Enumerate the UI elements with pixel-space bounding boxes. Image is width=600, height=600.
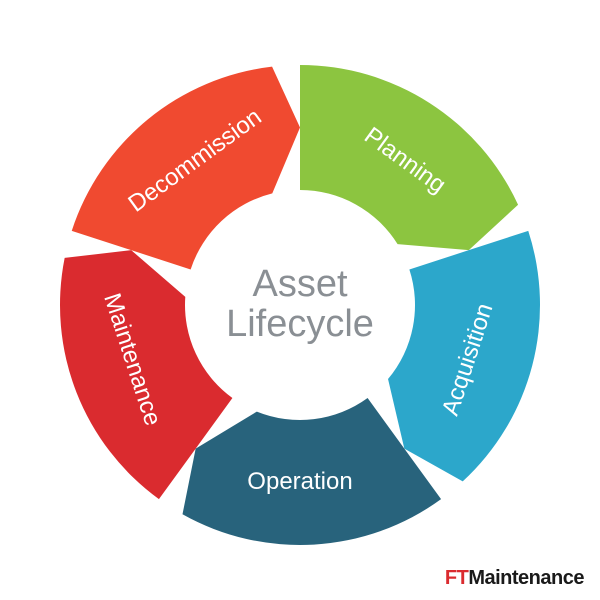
asset-lifecycle-diagram: PlanningAcquisitionOperationMaintenanceD… [0,0,600,600]
lifecycle-ring: PlanningAcquisitionOperationMaintenanceD… [0,0,600,600]
brand-suffix: Maintenance [468,567,584,589]
brand-logo: FTMaintenance [445,567,584,590]
brand-prefix: FT [445,567,468,589]
segment-label-operation: Operation [247,468,352,495]
